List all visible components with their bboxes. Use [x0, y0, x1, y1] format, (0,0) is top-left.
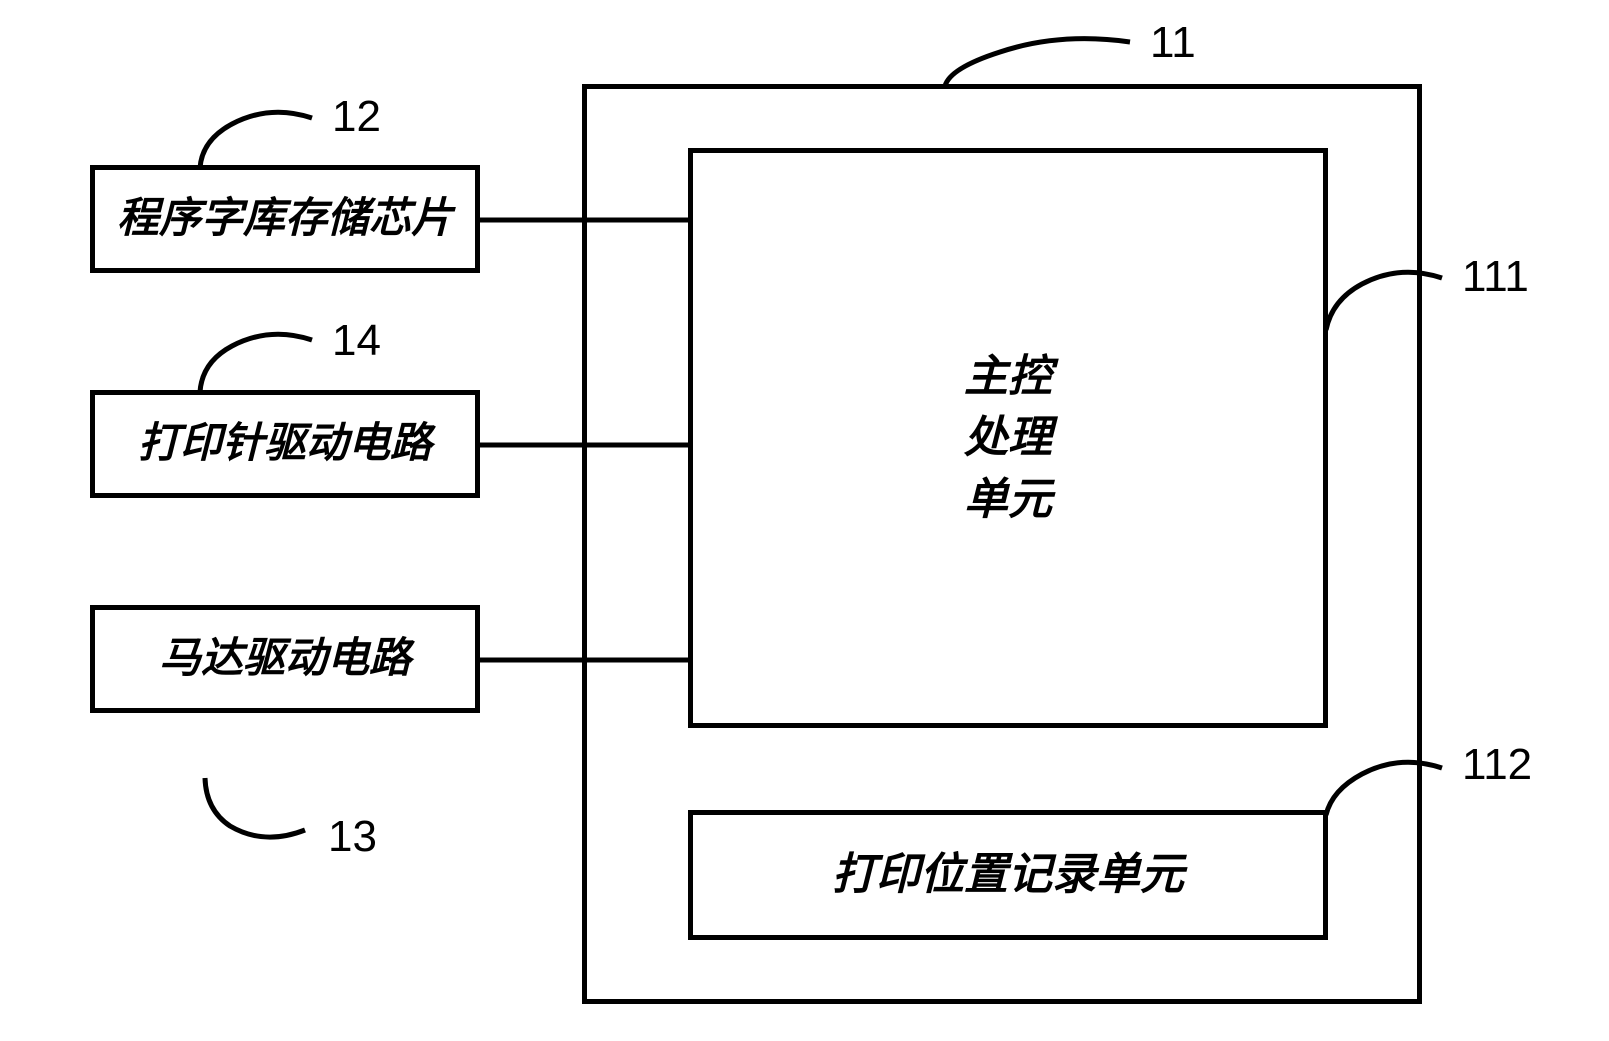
text-line-2: 处理 [964, 407, 1052, 469]
ref-label-11: 11 [1150, 18, 1196, 68]
font-storage-chip-box: 程序字库存储芯片 [90, 165, 480, 273]
leader-14 [200, 334, 312, 392]
leader-12 [200, 112, 312, 168]
text-line-1: 主控 [964, 346, 1052, 408]
print-position-record-box: 打印位置记录单元 [688, 810, 1328, 940]
ref-label-111: 111 [1462, 252, 1529, 302]
leader-13 [205, 778, 305, 837]
motor-driver-box: 马达驱动电路 [90, 605, 480, 713]
text-line-3: 单元 [964, 469, 1052, 531]
ref-label-13: 13 [328, 812, 377, 862]
ref-label-12: 12 [332, 92, 381, 142]
print-position-record-label: 打印位置记录单元 [832, 844, 1184, 906]
print-needle-driver-label: 打印针驱动电路 [138, 415, 432, 474]
print-needle-driver-box: 打印针驱动电路 [90, 390, 480, 498]
main-processing-unit-box: 主控 处理 单元 [688, 148, 1328, 728]
motor-driver-label: 马达驱动电路 [159, 630, 411, 689]
ref-label-112: 112 [1462, 740, 1532, 790]
leader-11 [945, 39, 1130, 86]
ref-label-14: 14 [332, 316, 381, 366]
main-processing-unit-label: 主控 处理 单元 [964, 346, 1052, 531]
font-storage-chip-label: 程序字库存储芯片 [117, 190, 453, 249]
